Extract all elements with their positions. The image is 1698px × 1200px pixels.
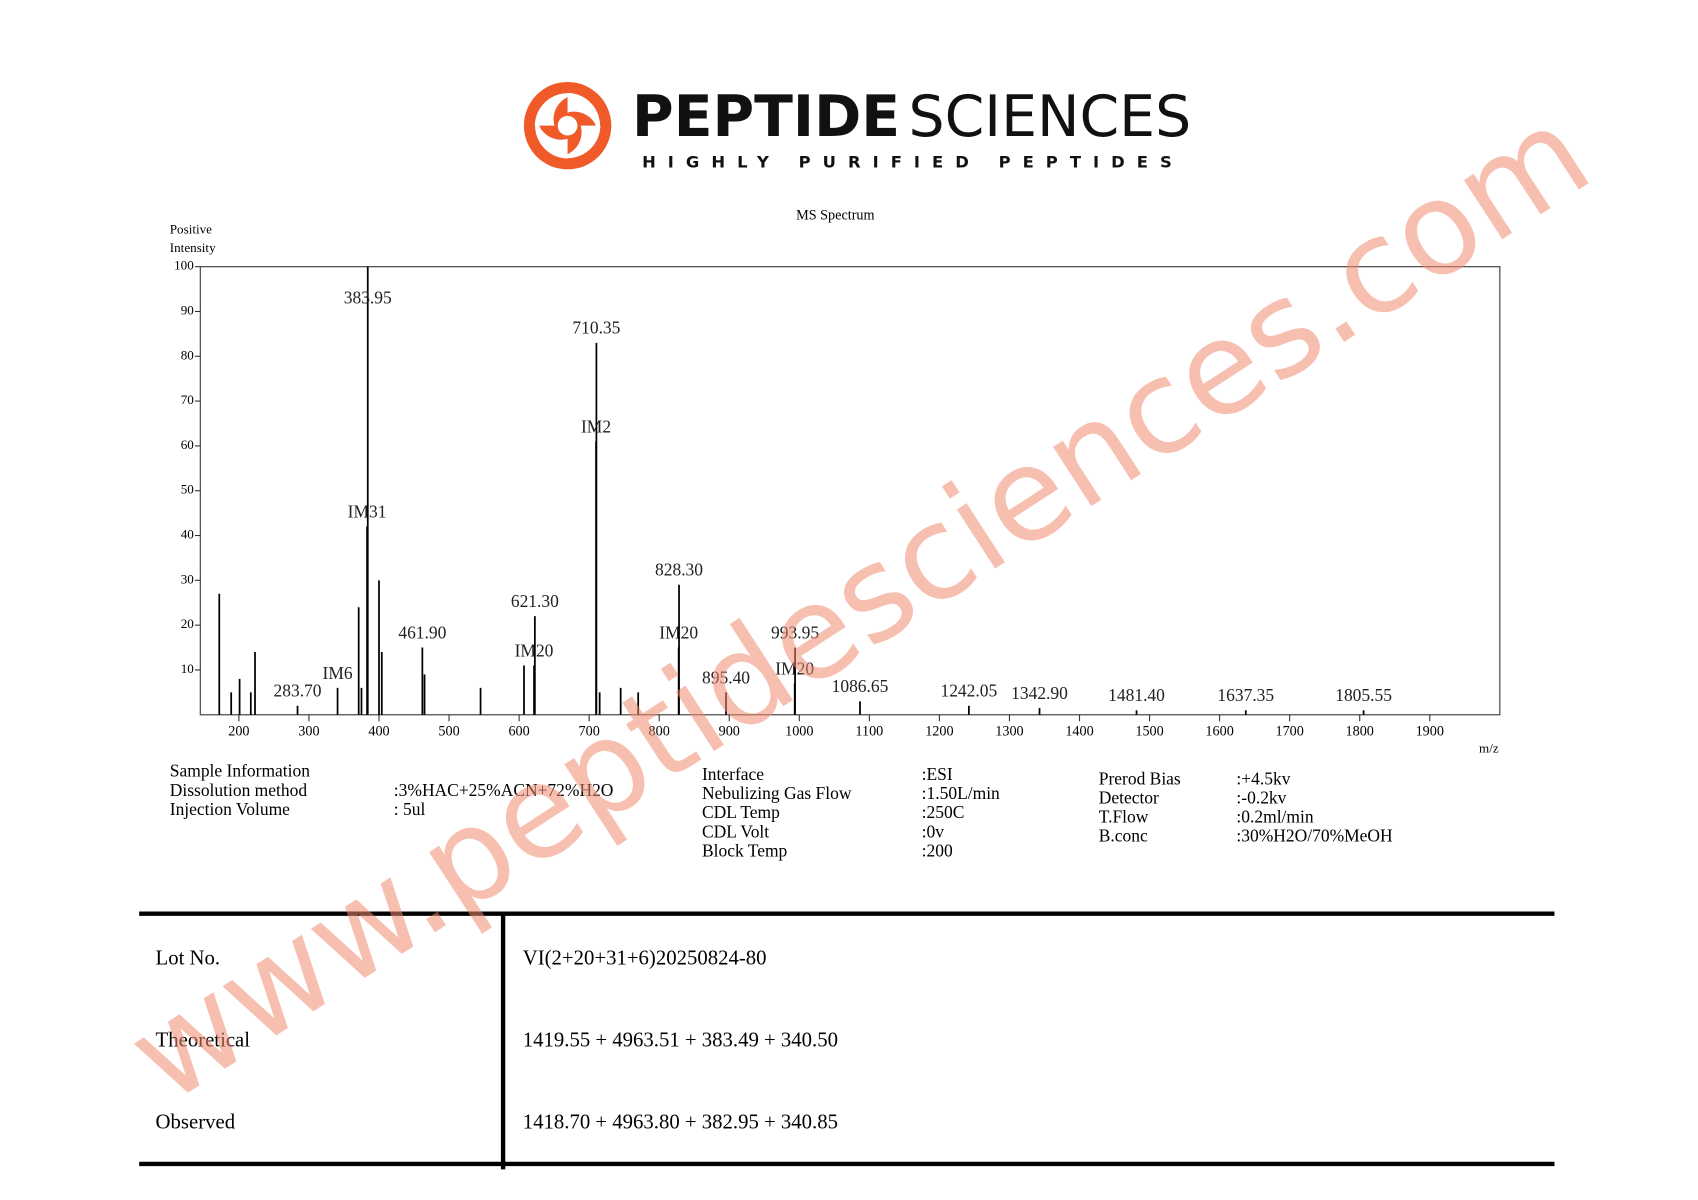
x-tick-label: 1500 bbox=[1135, 724, 1163, 740]
y-tick-label: 80 bbox=[181, 347, 195, 362]
peak-label: 383.95 bbox=[344, 287, 392, 307]
x-tick-label: 800 bbox=[649, 724, 670, 740]
x-tick-label: 1300 bbox=[995, 724, 1023, 740]
x-tick-label: 300 bbox=[298, 724, 319, 740]
y-tick-label: 70 bbox=[181, 392, 195, 407]
x-tick-label: 400 bbox=[368, 724, 389, 740]
row-label: Theoretical bbox=[156, 1029, 251, 1051]
brand: SCIENCES bbox=[909, 84, 1192, 150]
info-value: :ESI bbox=[922, 764, 953, 784]
info-value: : 5ul bbox=[394, 799, 426, 819]
spectrum: 10 20 30 40 50 60 70 80 90 100 200 300 400 500 600 700 8… bbox=[174, 258, 1444, 740]
info-value: :30%H2O/70%MeOH bbox=[1236, 826, 1393, 846]
info-label: Block Temp bbox=[702, 840, 788, 860]
y-tick-label: 90 bbox=[181, 302, 195, 317]
peak-label: 1342.90 bbox=[1011, 683, 1068, 703]
info-value: :3%HAC+25%ACN+72%H2O bbox=[394, 780, 614, 800]
x-tick-label: 1800 bbox=[1346, 724, 1374, 740]
row-value: 1418.70 + 4963.80 + 382.95 + 340.85 bbox=[523, 1111, 838, 1133]
peak-label: 1086.65 bbox=[832, 676, 889, 696]
chart-title: MS Spectrum bbox=[796, 208, 874, 224]
peak-label: 710.35 bbox=[572, 318, 620, 338]
info-value: :+4.5kv bbox=[1236, 768, 1290, 788]
row-value: VI(2+20+31+6)20250824-80 bbox=[523, 947, 767, 969]
info-label: T.Flow bbox=[1099, 807, 1149, 827]
logo-swirl bbox=[534, 92, 601, 159]
logo bbox=[523, 81, 612, 170]
peak-label: 621.30 bbox=[511, 591, 559, 611]
peak-label: 283.70 bbox=[274, 681, 322, 701]
peak-label: 1481.40 bbox=[1108, 685, 1165, 705]
x-tick-label: 1900 bbox=[1416, 724, 1444, 740]
info-label: Nebulizing Gas Flow bbox=[702, 783, 852, 803]
x-tick-label: 1000 bbox=[785, 724, 813, 740]
x-tick-label: 1700 bbox=[1275, 724, 1303, 740]
peak-label: 1637.35 bbox=[1217, 685, 1274, 705]
peak-label: 993.95 bbox=[771, 622, 819, 642]
info-label: Sample Information bbox=[170, 761, 310, 781]
table-body: Lot No. VI(2+20+31+6)20250824-80 Theoretic… bbox=[156, 947, 838, 1133]
x-tick-label: 900 bbox=[719, 724, 740, 740]
info-value: :-0.2kv bbox=[1236, 787, 1286, 807]
y-tick-label: 100 bbox=[174, 258, 194, 273]
x-tick-label: 1400 bbox=[1065, 724, 1093, 740]
info-label: CDL Volt bbox=[702, 821, 769, 841]
y-tick-label: 20 bbox=[181, 616, 195, 631]
info-label: Injection Volume bbox=[170, 799, 290, 819]
y-label: Positive bbox=[170, 222, 212, 237]
x-tick-label: 500 bbox=[438, 724, 459, 740]
watermark: www.peptidesciences.com bbox=[103, 77, 1615, 1131]
info-label: CDL Temp bbox=[702, 802, 780, 822]
peak-label: 1242.05 bbox=[940, 681, 997, 701]
x-tick-label: 1600 bbox=[1205, 724, 1233, 740]
x-label: m/z bbox=[1479, 741, 1499, 756]
peak-label: 461.90 bbox=[398, 622, 446, 642]
info-label: Dissolution method bbox=[170, 780, 308, 800]
y-tick-label: 50 bbox=[181, 482, 195, 497]
y-tick-label: 40 bbox=[181, 527, 195, 542]
x-tick-label: 600 bbox=[508, 724, 529, 740]
row-label: Lot No. bbox=[156, 947, 221, 969]
info-value: :0.2ml/min bbox=[1236, 807, 1313, 827]
peak-label: 895.40 bbox=[702, 667, 750, 687]
x-tick-label: 700 bbox=[579, 724, 600, 740]
x-tick-label: 1200 bbox=[925, 724, 953, 740]
x-tick-label: 1100 bbox=[855, 724, 883, 740]
y-tick-label: 30 bbox=[181, 571, 195, 586]
info-label: Detector bbox=[1099, 787, 1159, 807]
info-value: :0v bbox=[922, 821, 945, 841]
y-tick-label: 10 bbox=[181, 661, 195, 676]
y-tick-label: 60 bbox=[181, 437, 195, 452]
info-value: :250C bbox=[922, 802, 965, 822]
info-label: B.conc bbox=[1099, 826, 1148, 846]
row-value: 1419.55 + 4963.51 + 383.49 + 340.50 bbox=[523, 1029, 838, 1051]
x-tick-label: 200 bbox=[228, 724, 249, 740]
result-table bbox=[139, 911, 1555, 1170]
logo-center bbox=[557, 115, 578, 136]
tagline: HIGHLY PURIFIED PEPTIDES bbox=[642, 152, 1184, 171]
peak-label: 1805.55 bbox=[1335, 685, 1392, 705]
brand-bold: PEPTIDE bbox=[632, 84, 900, 150]
info-value: :200 bbox=[922, 840, 953, 860]
info-label: Prerod Bias bbox=[1099, 768, 1181, 788]
y-label: Intensity bbox=[170, 240, 216, 255]
peak-label: 828.30 bbox=[655, 560, 703, 580]
row-label: Observed bbox=[156, 1111, 236, 1133]
info-label: Interface bbox=[702, 764, 764, 784]
info-value: :1.50L/min bbox=[922, 783, 1000, 803]
peak-label: IM6 bbox=[323, 663, 353, 683]
